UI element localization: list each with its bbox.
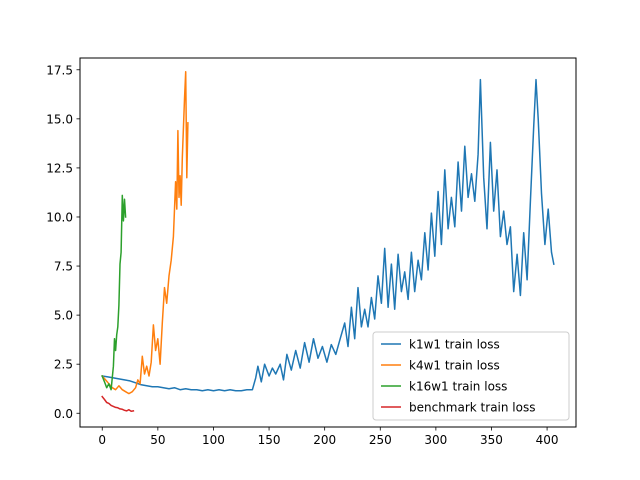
series-line-0 [101, 78, 555, 392]
y-axis: 0.0 2.5 5.0 7.5 10.0 12.5 15.0 17.5 [46, 63, 80, 421]
x-tick-label: 400 [536, 433, 559, 447]
x-axis: 0 50 100 150 200 250 300 350 400 [98, 427, 559, 447]
legend-label: k1w1 train loss [409, 338, 500, 352]
legend-label: k16w1 train loss [409, 380, 507, 394]
y-tick-label: 10.0 [46, 210, 73, 224]
legend-label: benchmark train loss [409, 401, 535, 415]
legend: k1w1 train loss k4w1 train loss k16w1 trai… [372, 331, 570, 421]
plot-frame [79, 57, 577, 428]
y-tick-label: 5.0 [54, 309, 73, 323]
x-tick-label: 250 [369, 433, 392, 447]
y-tick-label: 15.0 [46, 112, 73, 126]
x-tick-label: 50 [150, 433, 165, 447]
legend-box [372, 331, 570, 421]
legend-label: k4w1 train loss [409, 359, 500, 373]
x-tick-label: 350 [480, 433, 503, 447]
x-tick-label: 100 [202, 433, 225, 447]
series-line-3 [101, 395, 135, 413]
series-layer [101, 70, 555, 413]
y-tick-label: 7.5 [54, 260, 73, 274]
series-line-2 [101, 194, 127, 391]
x-tick-label: 150 [258, 433, 281, 447]
y-tick-label: 0.0 [54, 407, 73, 421]
y-tick-label: 17.5 [46, 63, 73, 77]
x-tick-label: 0 [98, 433, 106, 447]
y-tick-label: 12.5 [46, 161, 73, 175]
y-tick-label: 2.5 [54, 358, 73, 372]
x-tick-label: 200 [313, 433, 336, 447]
x-tick-label: 300 [424, 433, 447, 447]
series-line-1 [101, 70, 189, 395]
